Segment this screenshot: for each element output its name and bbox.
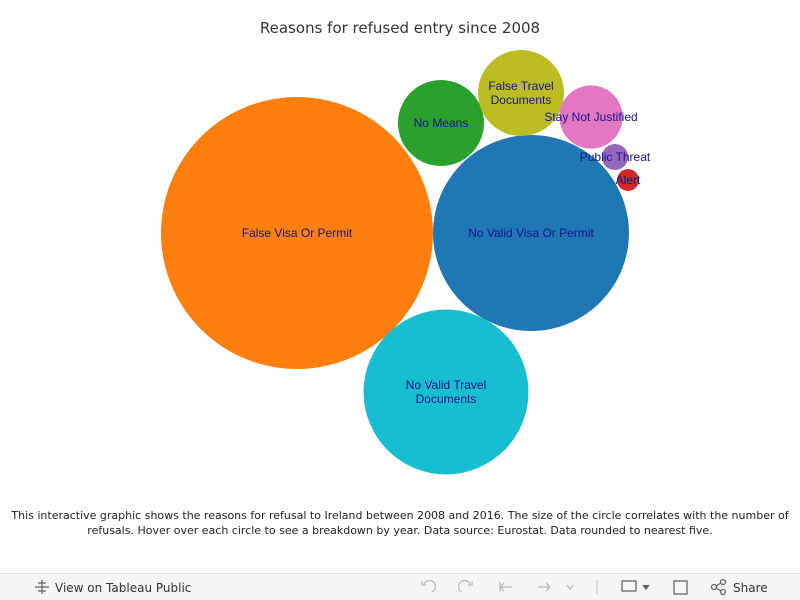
download[interactable] — [621, 580, 637, 592]
chart — [161, 49, 639, 475]
refresh[interactable] — [538, 582, 551, 592]
bubble-label: No Valid Visa Or Permit — [468, 226, 594, 240]
toolbar-icons — [35, 578, 727, 596]
bubble-label: No Means — [413, 116, 469, 130]
bubble — [161, 97, 433, 369]
bubble — [477, 49, 565, 137]
bubble-label: False Visa Or Permit — [241, 226, 353, 240]
bubble — [433, 135, 629, 331]
redo[interactable] — [458, 580, 473, 593]
bubble — [397, 79, 485, 167]
share-button[interactable]: Share — [733, 581, 768, 595]
bubble — [559, 85, 623, 149]
chart-title: Reasons for refused entry since 2008 — [259, 19, 541, 37]
undo[interactable] — [421, 580, 436, 593]
bubble — [601, 143, 629, 171]
bubble — [617, 169, 639, 191]
bubble-label: No Valid Travel Documents — [405, 378, 487, 406]
bubble-label: False Travel Documents — [488, 79, 554, 107]
bubble — [363, 309, 529, 475]
description: This interactive graphic shows the reaso… — [11, 509, 789, 537]
bubble-label: Stay Not Justified — [544, 110, 638, 124]
bubble-label: Public Threat — [579, 150, 651, 164]
revert[interactable] — [499, 582, 512, 592]
view-link[interactable]: View on Tableau Public — [55, 581, 192, 595]
toolbar: View on Tableau Public Share — [0, 573, 800, 600]
bubble-label: Alert — [615, 173, 641, 187]
fullscreen[interactable] — [673, 580, 688, 595]
pause[interactable] — [566, 584, 574, 591]
share-icon[interactable] — [710, 578, 727, 596]
tableau-icon[interactable] — [35, 580, 49, 594]
